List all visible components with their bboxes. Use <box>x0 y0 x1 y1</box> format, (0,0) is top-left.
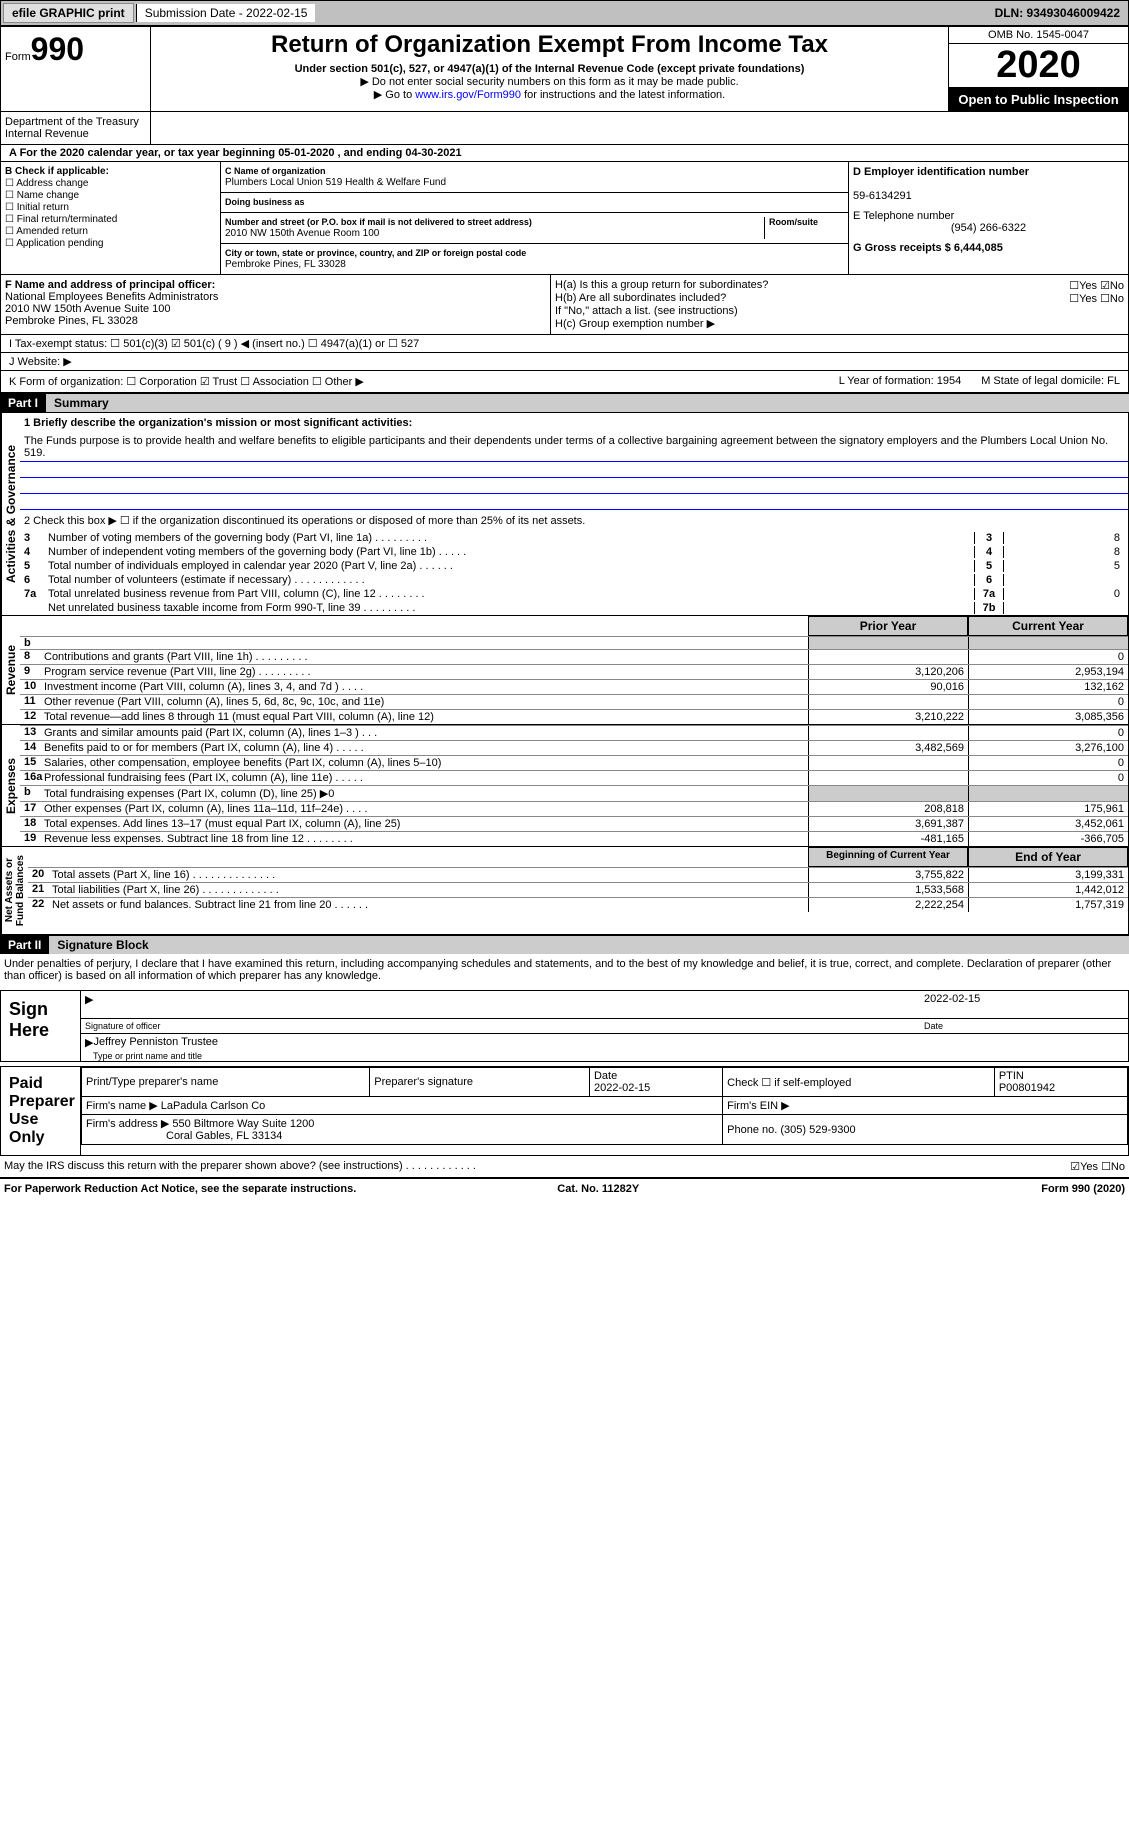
note-ssn: ▶ Do not enter social security numbers o… <box>155 75 944 88</box>
dln-label: DLN: 93493046009422 <box>987 4 1128 22</box>
h-b-answer[interactable]: ☐Yes ☐No <box>1069 292 1124 305</box>
discuss-question: May the IRS discuss this return with the… <box>4 1160 476 1173</box>
website-row: J Website: ▶ <box>0 353 1129 371</box>
officer-name: National Employees Benefits Administrato… <box>5 291 218 303</box>
form-title: Return of Organization Exempt From Incom… <box>155 31 944 59</box>
top-bar: efile GRAPHIC print Submission Date - 20… <box>0 0 1129 26</box>
mission-text: The Funds purpose is to provide health a… <box>20 433 1128 462</box>
check-final[interactable]: ☐ Final return/terminated <box>5 214 216 225</box>
sign-here-label: Sign Here <box>1 991 81 1061</box>
org-name: Plumbers Local Union 519 Health & Welfar… <box>225 177 446 188</box>
cat-number: Cat. No. 11282Y <box>557 1183 639 1195</box>
city-state-zip: Pembroke Pines, FL 33028 <box>225 259 346 270</box>
firm-ein: Firm's EIN ▶ <box>723 1097 1128 1115</box>
firm-address: Firm's address ▶ 550 Biltmore Way Suite … <box>86 1118 314 1130</box>
part1-header: Part I <box>0 394 46 412</box>
gross-receipts: G Gross receipts $ 6,444,085 <box>849 238 1128 258</box>
state-domicile: M State of legal domicile: FL <box>981 375 1120 388</box>
check-pending[interactable]: ☐ Application pending <box>5 238 216 249</box>
h-c-group: H(c) Group exemption number ▶ <box>555 317 1124 330</box>
paperwork-notice: For Paperwork Reduction Act Notice, see … <box>4 1183 356 1195</box>
officer-addr2: Pembroke Pines, FL 33028 <box>5 315 138 327</box>
revenue-label: Revenue <box>1 616 20 724</box>
h-a-answer[interactable]: ☐Yes ☑No <box>1069 279 1124 292</box>
phone: (954) 266-6322 <box>853 222 1124 234</box>
net-assets-label: Net Assets or Fund Balances <box>1 847 28 934</box>
penalties-text: Under penalties of perjury, I declare th… <box>0 954 1129 986</box>
officer-sig-name: Jeffrey Penniston Trustee <box>93 1036 218 1049</box>
irs-link[interactable]: www.irs.gov/Form990 <box>415 89 521 101</box>
row-a-tax-year: A For the 2020 calendar year, or tax yea… <box>0 145 1129 162</box>
section-b-checkboxes: B Check if applicable: ☐ Address change … <box>1 162 221 274</box>
check-initial[interactable]: ☐ Initial return <box>5 202 216 213</box>
form-footer: Form 990 (2020) <box>1041 1183 1125 1195</box>
check-name[interactable]: ☐ Name change <box>5 190 216 201</box>
sig-date: 2022-02-15 <box>924 993 1124 1016</box>
governance-label: Activities & Governance <box>1 413 20 615</box>
inspection-notice: Open to Public Inspection <box>949 88 1128 111</box>
tax-year: 2020 <box>949 44 1128 88</box>
form-header: Form990 Return of Organization Exempt Fr… <box>0 26 1129 112</box>
check-amended[interactable]: ☐ Amended return <box>5 226 216 237</box>
officer-addr1: 2010 NW 150th Avenue Suite 100 <box>5 303 171 315</box>
part1-title: Summary <box>46 394 1129 412</box>
submission-date: Submission Date - 2022-02-15 <box>136 4 316 22</box>
efile-button[interactable]: efile GRAPHIC print <box>3 3 134 23</box>
form-label: Form <box>5 51 31 63</box>
check-address[interactable]: ☐ Address change <box>5 178 216 189</box>
form-number: 990 <box>31 31 84 67</box>
part2-header: Part II <box>0 936 49 954</box>
address: 2010 NW 150th Avenue Room 100 <box>225 228 379 239</box>
self-employed-check[interactable]: Check ☐ if self-employed <box>723 1068 995 1097</box>
department-label: Department of the Treasury Internal Reve… <box>1 112 151 144</box>
discuss-answer[interactable]: ☑Yes ☐No <box>1070 1160 1125 1173</box>
firm-phone: Phone no. (305) 529-9300 <box>723 1115 1128 1145</box>
tax-exempt-status[interactable]: I Tax-exempt status: ☐ 501(c)(3) ☑ 501(c… <box>0 335 1129 353</box>
paid-prep-label: Paid Preparer Use Only <box>1 1067 81 1155</box>
part2-title: Signature Block <box>49 936 1129 954</box>
ptin: PTIN P00801942 <box>994 1068 1127 1097</box>
form-of-org[interactable]: K Form of organization: ☐ Corporation ☑ … <box>9 375 364 388</box>
year-formation: L Year of formation: 1954 <box>839 375 962 388</box>
firm-name: Firm's name ▶ LaPadula Carlson Co <box>82 1097 723 1115</box>
ein: 59-6134291 <box>853 190 912 202</box>
expenses-label: Expenses <box>1 725 20 846</box>
omb-number: OMB No. 1545-0047 <box>949 27 1128 44</box>
form-subtitle: Under section 501(c), 527, or 4947(a)(1)… <box>155 63 944 75</box>
q2-checkbox[interactable]: 2 Check this box ▶ ☐ if the organization… <box>20 510 1128 531</box>
